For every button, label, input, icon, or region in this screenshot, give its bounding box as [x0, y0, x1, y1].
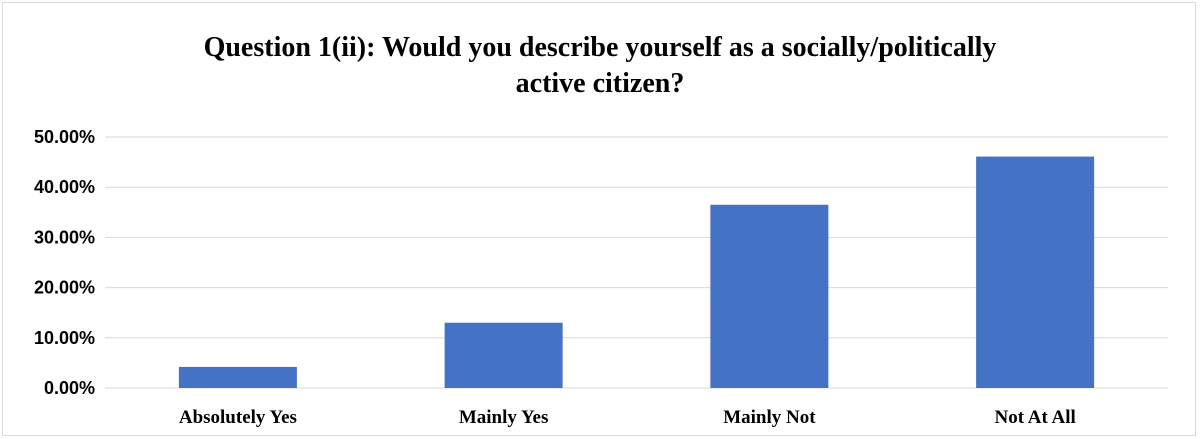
chart-title-line-1: Question 1(ii): Would you describe yours…	[203, 32, 997, 63]
bar-mainly-yes	[444, 322, 563, 388]
bar-absolutely-yes	[178, 366, 297, 388]
y-tick-label: 50.00%	[34, 127, 95, 147]
y-tick-label: 10.00%	[34, 328, 95, 348]
x-category-label: Absolutely Yes	[179, 407, 297, 428]
bar-not-at-all	[976, 156, 1095, 388]
bars	[178, 156, 1095, 388]
x-axis-category-labels: Absolutely Yes Mainly Yes Mainly Not Not At…	[179, 407, 1076, 428]
x-category-label: Mainly Not	[723, 407, 816, 428]
y-axis-tick-labels: 0.00% 10.00% 20.00% 30.00% 40.00% 50.00%	[34, 127, 95, 398]
x-category-label: Mainly Yes	[459, 407, 549, 428]
chart-title: Question 1(ii): Would you describe yours…	[0, 30, 1200, 102]
y-tick-label: 20.00%	[34, 278, 95, 298]
x-category-label: Not At All	[994, 407, 1075, 428]
chart-title-line-2: active citizen?	[515, 68, 685, 99]
y-tick-label: 0.00%	[44, 378, 95, 398]
y-tick-label: 40.00%	[34, 177, 95, 197]
bar-mainly-not	[710, 204, 829, 388]
y-tick-label: 30.00%	[34, 227, 95, 247]
